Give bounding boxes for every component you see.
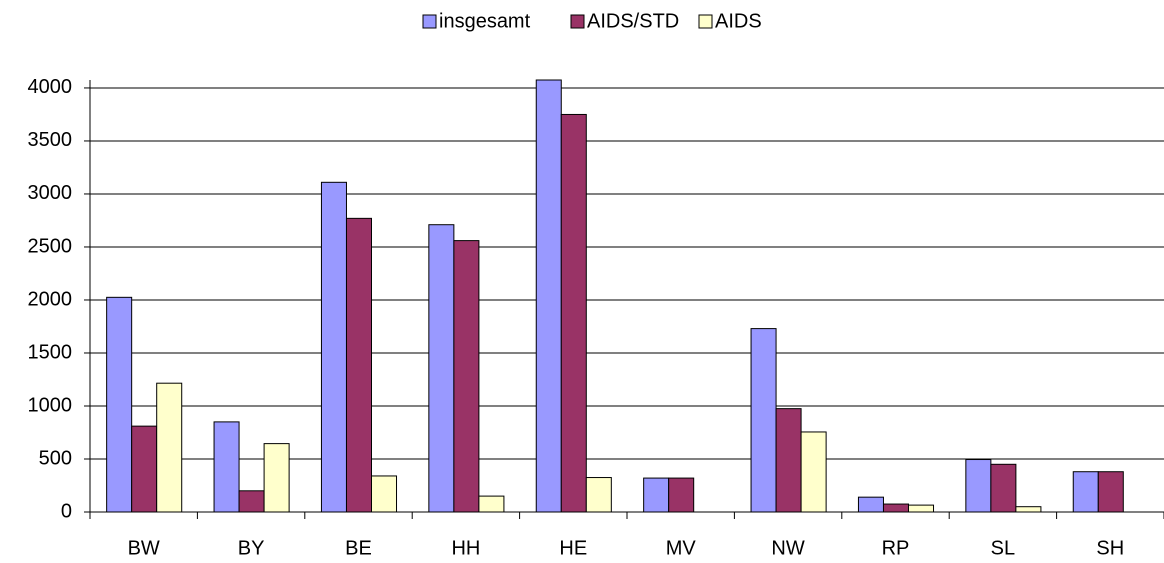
bar — [345, 217, 372, 513]
legend-swatch — [570, 14, 585, 29]
bar — [775, 408, 802, 513]
x-tick-label: SL — [991, 537, 1015, 559]
y-tick-label: 500 — [39, 447, 72, 469]
bar — [560, 113, 587, 513]
bar — [907, 504, 935, 513]
bar — [370, 475, 398, 513]
bar — [1072, 471, 1099, 513]
bar — [106, 296, 133, 513]
bar — [213, 421, 240, 513]
bar — [428, 224, 455, 513]
bar — [857, 496, 884, 513]
legend-label: AIDS — [715, 10, 762, 32]
bar — [478, 495, 505, 513]
bar — [131, 425, 158, 513]
bar — [453, 240, 480, 513]
bar — [238, 490, 265, 513]
x-tick-label: RP — [882, 537, 910, 559]
x-tick-label: MV — [666, 537, 697, 559]
legend-label: AIDS/STD — [587, 10, 679, 32]
y-tick-label: 1000 — [28, 394, 73, 416]
x-tick-label: NW — [771, 537, 804, 559]
x-tick-label: HH — [451, 537, 480, 559]
x-tick-label: HE — [559, 537, 587, 559]
legend-swatch — [698, 14, 713, 29]
legend-label: insgesamt — [439, 10, 531, 32]
bar — [1015, 506, 1042, 513]
bar — [668, 477, 695, 513]
y-tick-label: 2500 — [28, 235, 73, 257]
bar — [882, 503, 909, 513]
legend-swatch — [422, 14, 437, 29]
y-tick-label: 3500 — [28, 129, 73, 151]
x-tick-label: BW — [128, 537, 160, 559]
bar — [320, 181, 347, 513]
y-tick-label: 2000 — [28, 288, 73, 310]
bar — [585, 477, 612, 513]
y-tick-label: 4000 — [28, 76, 73, 98]
bar — [990, 463, 1017, 513]
bar — [800, 431, 827, 513]
bar — [535, 79, 562, 513]
bar — [750, 328, 777, 513]
x-tick-label: BY — [238, 537, 265, 559]
bar — [965, 459, 992, 513]
x-tick-label: BE — [345, 537, 372, 559]
bar — [1097, 471, 1124, 513]
bar — [156, 382, 183, 513]
x-tick-label: SH — [1096, 537, 1124, 559]
y-tick-label: 0 — [61, 500, 72, 522]
y-tick-label: 3000 — [28, 182, 73, 204]
bar — [263, 443, 290, 513]
bar — [643, 477, 670, 513]
y-tick-label: 1500 — [28, 341, 73, 363]
